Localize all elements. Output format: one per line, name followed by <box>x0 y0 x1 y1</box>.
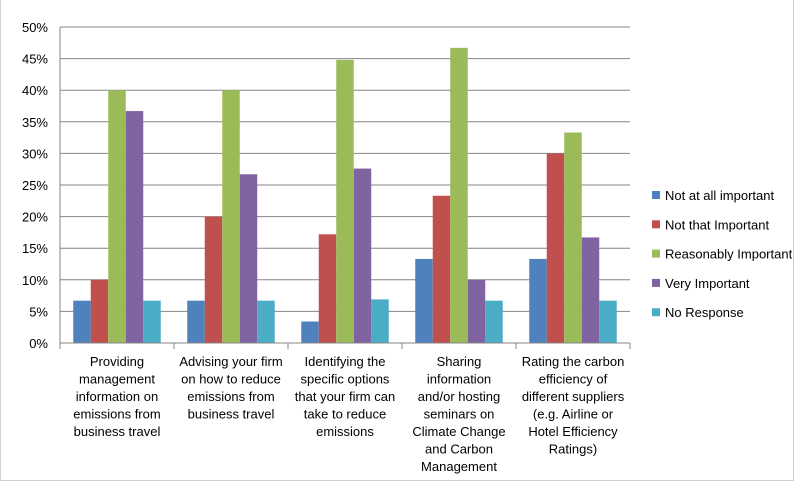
axes <box>59 27 631 349</box>
legend: Not at all important Not that Important Re… <box>652 188 793 320</box>
x-category-label: Providing management information on emissio… <box>73 354 160 439</box>
bar-reasonably-important <box>564 132 582 343</box>
bars <box>73 47 617 344</box>
y-tick-labels: 0% 5% 10% 15% 20% 25% 30% 35% 40% 45% 50% <box>22 20 48 351</box>
y-tick-label: 50% <box>22 20 48 35</box>
legend-swatch <box>652 191 660 199</box>
bar-no-response <box>371 299 389 343</box>
y-tick-label: 40% <box>22 83 48 98</box>
bar-very-important <box>467 279 486 343</box>
x-category-label: Advising your firm on how to reduce emissi… <box>179 354 282 422</box>
legend-swatch <box>652 220 660 229</box>
x-category-label: Identifying the specific options that your… <box>295 354 395 439</box>
legend-label: Reasonably Important <box>665 247 793 262</box>
legend-swatch <box>652 278 660 287</box>
bar-not-that-important <box>318 234 337 343</box>
legend-label: Not that Important <box>665 217 769 232</box>
x-category-labels: Providing management information on emissio… <box>73 354 624 474</box>
y-tick-label: 35% <box>22 115 48 130</box>
bar-not-that-important <box>546 153 565 343</box>
y-tick-label: 25% <box>22 178 48 193</box>
bar-very-important <box>125 111 144 343</box>
legend-label: Not at all important <box>665 188 774 203</box>
bar-not-at-all-important <box>301 321 319 343</box>
y-tick-label: 15% <box>22 241 48 256</box>
bar-no-response <box>485 300 503 343</box>
legend-swatch <box>652 308 660 317</box>
bar-not-that-important <box>90 279 109 343</box>
y-tick-label: 10% <box>22 273 48 288</box>
bar-no-response <box>257 300 275 343</box>
y-tick-label: 5% <box>29 304 48 319</box>
bar-not-that-important <box>204 216 223 343</box>
y-tick-label: 45% <box>22 52 48 67</box>
x-category-label: Rating the carbon efficiency of different … <box>522 354 625 457</box>
legend-label: No Response <box>665 305 744 320</box>
bar-reasonably-important <box>222 90 240 343</box>
bar-reasonably-important <box>336 59 354 343</box>
x-category-label: Sharing information and/or hosting seminars… <box>412 354 505 474</box>
legend-label: Very Important <box>665 276 750 291</box>
bar-no-response <box>143 300 161 343</box>
y-tick-label: 20% <box>22 210 48 225</box>
y-tick-label: 30% <box>22 146 48 161</box>
bar-very-important <box>239 174 258 343</box>
legend-swatch <box>652 249 660 258</box>
bar-very-important <box>581 237 600 343</box>
bar-not-at-all-important <box>529 258 547 343</box>
bar-no-response <box>599 300 617 343</box>
bar-not-at-all-important <box>415 258 433 343</box>
bar-not-at-all-important <box>73 300 91 343</box>
y-tick-label: 0% <box>29 336 48 351</box>
bar-not-that-important <box>432 195 451 343</box>
bar-reasonably-important <box>450 47 468 344</box>
bar-reasonably-important <box>108 90 126 343</box>
bar-very-important <box>353 168 372 343</box>
bar-not-at-all-important <box>187 300 205 343</box>
